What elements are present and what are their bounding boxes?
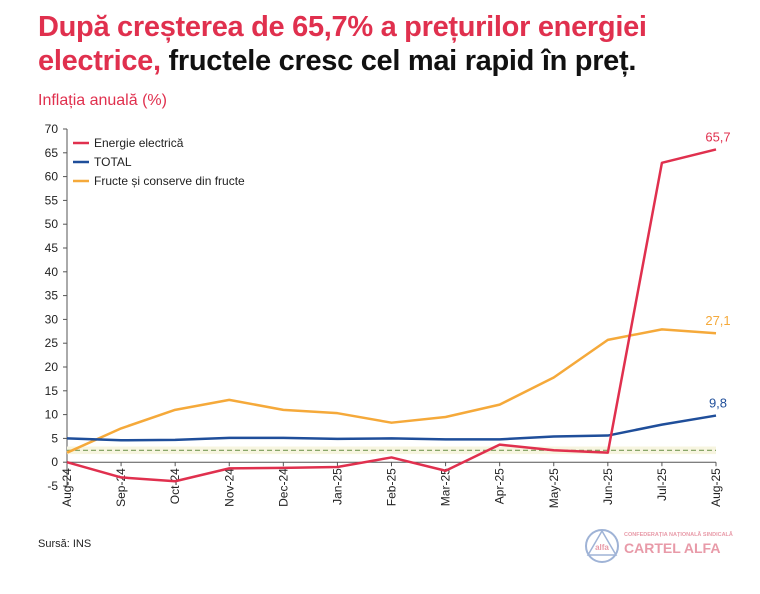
x-tick-label: Aug-25 [709, 468, 723, 507]
y-tick-label: 25 [45, 336, 59, 350]
y-tick-label: -5 [47, 479, 58, 493]
end-label: 65,7 [705, 129, 730, 144]
y-axis-label: Inflația anuală (%) [38, 92, 167, 109]
y-tick-label: 35 [45, 289, 59, 303]
x-tick-label: Mar-25 [439, 468, 453, 506]
legend-label: Fructe și conserve din fructe [94, 174, 245, 188]
y-tick-label: 0 [51, 455, 58, 469]
x-tick-label: Nov-24 [222, 468, 236, 507]
y-tick-label: 55 [45, 193, 59, 207]
x-tick-label: May-25 [547, 468, 561, 508]
y-tick-label: 65 [45, 146, 59, 160]
y-tick-label: 50 [45, 217, 59, 231]
y-tick-label: 70 [45, 122, 59, 136]
x-tick-label: Jul-25 [655, 468, 669, 501]
legend-label: TOTAL [94, 155, 132, 169]
x-tick-label: Jun-25 [601, 468, 615, 505]
y-tick-label: 60 [45, 170, 59, 184]
y-tick-label: 30 [45, 312, 59, 326]
series-line-0 [66, 148, 717, 483]
y-tick-label: 10 [45, 408, 59, 422]
x-tick-label: Dec-24 [276, 468, 290, 507]
source-note: Sursă: INS [38, 538, 92, 550]
y-tick-label: 5 [51, 431, 58, 445]
x-tick-label: Jan-25 [330, 468, 344, 505]
x-tick-label: Apr-25 [493, 468, 507, 504]
y-tick-label: 40 [45, 265, 59, 279]
logo-line1: CONFEDERAȚIA NAȚIONALĂ SINDICALĂ [624, 532, 733, 538]
series-line-1 [66, 414, 717, 442]
x-tick-label: Sep-24 [114, 468, 128, 507]
svg-text:alfa: alfa [595, 543, 609, 552]
title-highlight: După creșterea de 65,7% a prețurilor ene… [38, 11, 647, 77]
y-tick-label: 45 [45, 241, 59, 255]
legend-label: Energie electrică [94, 136, 184, 150]
chart-title: După creșterea de 65,7% a prețurilor ene… [38, 10, 760, 78]
end-label: 9,8 [709, 396, 727, 411]
y-tick-label: 15 [45, 384, 59, 398]
title-rest: fructele cresc cel mai rapid în preț. [160, 45, 637, 77]
x-tick-label: Feb-25 [385, 468, 399, 506]
y-tick-label: 20 [45, 360, 59, 374]
end-label: 27,1 [705, 313, 730, 328]
x-tick-label: Aug-24 [60, 468, 74, 507]
x-tick-label: Oct-24 [168, 468, 182, 504]
logo-emblem-icon: alfa [585, 529, 619, 563]
logo-line2: CARTEL ALFA [624, 540, 721, 556]
